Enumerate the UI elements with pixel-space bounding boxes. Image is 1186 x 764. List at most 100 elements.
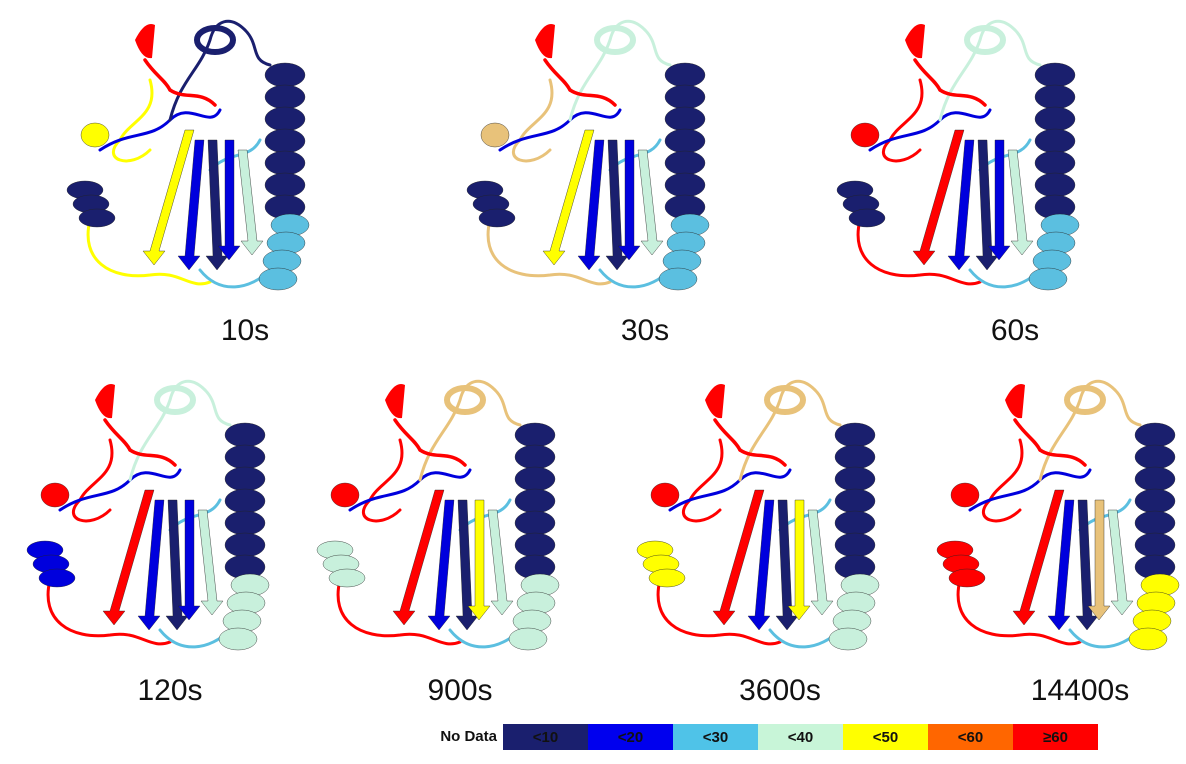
time-label: 60s [991,314,1039,347]
top-loop [767,388,803,412]
right-helix [829,628,867,650]
right-helix [835,511,875,535]
loop [363,440,402,521]
legend-label: <30 [703,729,728,746]
right-helix [835,489,875,513]
loop [1115,390,1140,425]
time-label: 900s [427,674,492,707]
right-helix [225,467,265,491]
right-helix [1035,107,1075,131]
time-label: 10s [221,314,269,347]
right-helix [225,423,265,447]
loop [715,420,740,450]
hairpin [135,24,155,58]
protein-structure [317,381,559,650]
right-helix [1029,268,1067,290]
hairpin [705,384,725,418]
hairpin [905,24,925,58]
right-helix [265,173,305,197]
time-label: 30s [621,314,669,347]
left-helix [649,569,685,587]
right-helix [265,129,305,153]
right-helix [665,173,705,197]
legend-label: <40 [788,729,813,746]
loop [1015,420,1040,450]
beta-strand [638,150,663,255]
right-helix [665,107,705,131]
right-helix [509,628,547,650]
right-helix [1035,85,1075,109]
top-loop [967,28,1003,52]
loop [645,30,670,65]
top-loop [447,388,483,412]
right-helix [225,511,265,535]
loop [815,390,840,425]
left-helix [851,123,879,147]
left-helix [651,483,679,507]
loop [205,390,230,425]
left-helix [41,483,69,507]
right-helix [1129,628,1167,650]
right-helix [515,445,555,469]
time-label: 3600s [739,674,821,707]
right-helix [665,85,705,109]
time-label: 14400s [1031,674,1129,707]
loop [495,390,520,425]
beta-strand [238,150,263,255]
right-helix [515,489,555,513]
hairpin [1005,384,1025,418]
right-helix [1135,445,1175,469]
protein-structure [67,21,309,290]
beta-strand [488,510,513,615]
loop [145,60,170,90]
time-label: 120s [137,674,202,707]
right-helix [835,423,875,447]
legend-label: <20 [618,729,643,746]
right-helix [515,511,555,535]
right-helix [225,445,265,469]
legend-label: <60 [958,729,983,746]
loop [983,440,1022,521]
left-helix [79,209,115,227]
left-helix [39,569,75,587]
loop [395,420,420,450]
right-helix [1135,489,1175,513]
beta-strand [1108,510,1133,615]
right-helix [515,533,555,557]
left-helix [481,123,509,147]
loop [545,60,570,90]
loop [513,80,552,161]
right-helix [219,628,257,650]
right-helix [665,151,705,175]
legend-label: <10 [533,729,558,746]
left-helix [331,483,359,507]
protein-structure [467,21,709,290]
protein-structure [27,381,269,650]
right-helix [225,533,265,557]
hairpin [385,384,405,418]
loop [73,440,112,521]
figure: No Data 10s 30s 60s 120s 900s 3600s 14400s <10 <… [0,0,1186,764]
loop [915,60,940,90]
left-helix [849,209,885,227]
right-helix [835,533,875,557]
hairpin [535,24,555,58]
protein-structure [937,381,1179,650]
loop [113,80,152,161]
loop [683,440,722,521]
right-helix [265,85,305,109]
right-helix [515,467,555,491]
beta-strand [1008,150,1033,255]
right-helix [265,63,305,87]
top-loop [157,388,193,412]
left-helix [949,569,985,587]
right-helix [665,129,705,153]
right-helix [1035,129,1075,153]
legend-title: No Data [440,728,497,745]
top-loop [197,28,233,52]
right-helix [515,423,555,447]
loop [245,30,270,65]
left-helix [329,569,365,587]
right-helix [1135,423,1175,447]
loop [105,420,130,450]
